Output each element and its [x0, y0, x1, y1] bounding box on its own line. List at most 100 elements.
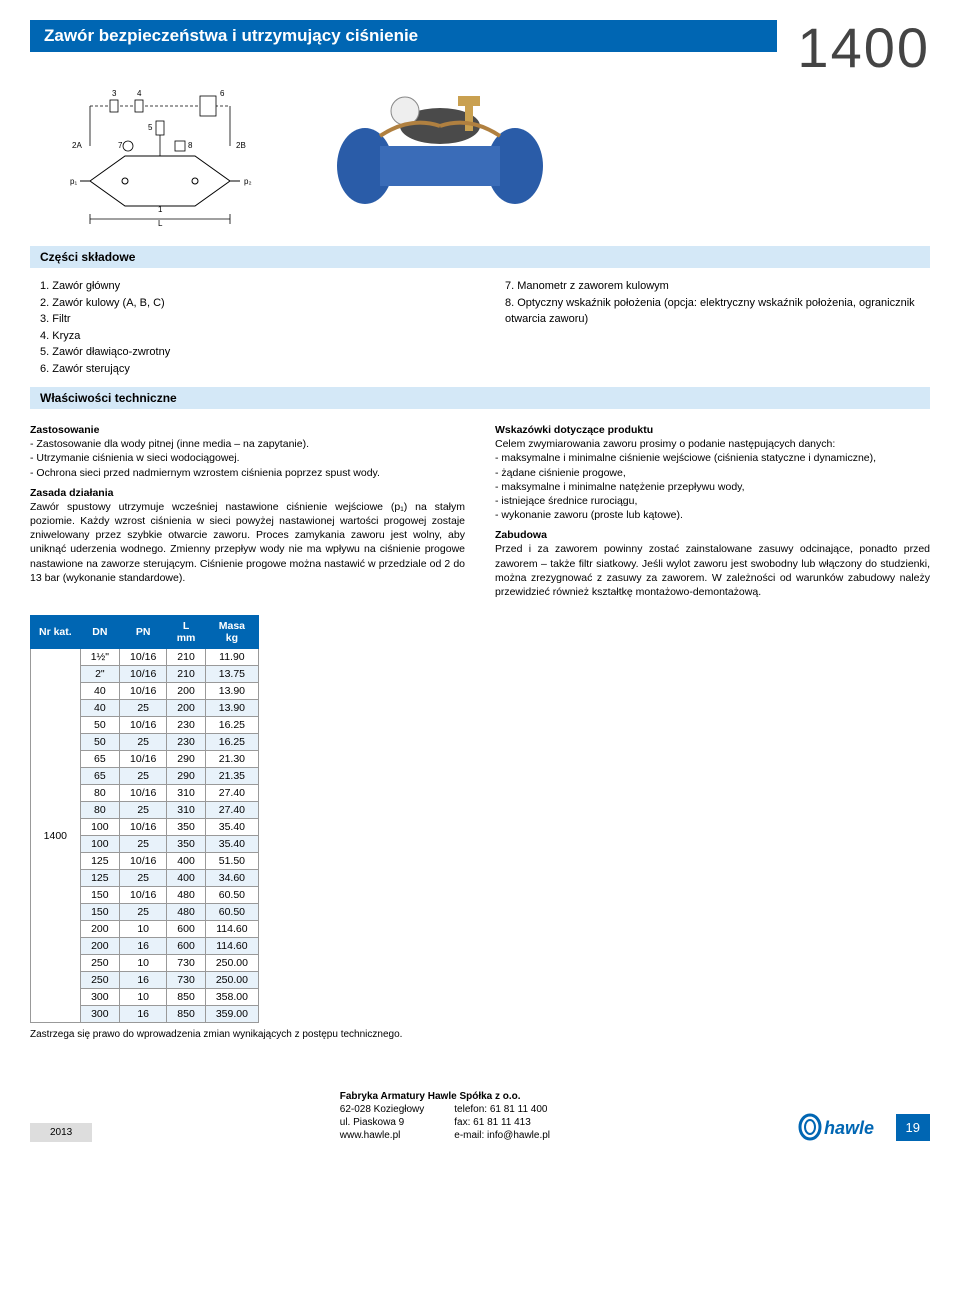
part-item: 3. Filtr — [40, 311, 465, 328]
table-cell: 850 — [167, 989, 206, 1006]
table-cell: 300 — [80, 1006, 119, 1023]
table-cell: 310 — [167, 785, 206, 802]
wskazowki-hdr: Wskazówki dotyczące produktu — [495, 424, 653, 436]
table-cell: 60.50 — [205, 887, 258, 904]
email: e-mail: info@hawle.pl — [454, 1129, 550, 1142]
table-cell: 50 — [80, 717, 119, 734]
table-header-cell: DN — [80, 616, 119, 649]
parts-header: Części składowe — [30, 246, 930, 268]
table-cell: 200 — [167, 683, 206, 700]
table-cell: 730 — [167, 972, 206, 989]
fax: fax: 61 81 11 413 — [454, 1116, 550, 1129]
tech-header: Właściwości techniczne — [30, 387, 930, 409]
table-cell: 480 — [167, 904, 206, 921]
table-cell: 10/16 — [120, 649, 167, 666]
table-cell: 350 — [167, 836, 206, 853]
table-cell: 100 — [80, 836, 119, 853]
tel: telefon: 61 81 11 400 — [454, 1103, 550, 1116]
table-cell: 480 — [167, 887, 206, 904]
table-cell: 11.90 — [205, 649, 258, 666]
product-photo — [310, 86, 570, 226]
page-number: 19 — [896, 1114, 930, 1141]
table-cell: 51.50 — [205, 853, 258, 870]
label-2A: 2A — [72, 141, 82, 150]
label-4: 4 — [137, 89, 142, 98]
wsk-b1: - maksymalne i minimalne ciśnienie wejśc… — [495, 452, 876, 464]
part-item: 6. Zawór sterujący — [40, 361, 465, 378]
hawle-logo: hawle — [798, 1112, 888, 1142]
table-cell: 359.00 — [205, 1006, 258, 1023]
table-cell: 10/16 — [120, 751, 167, 768]
label-6: 6 — [220, 89, 225, 98]
footer-year: 2013 — [30, 1123, 92, 1142]
label-L: L — [158, 219, 163, 226]
wsk-b2: - żądane ciśnienie progowe, — [495, 467, 626, 479]
footer-info: Fabryka Armatury Hawle Spółka z o.o. 62-… — [340, 1090, 550, 1142]
part-item: 2. Zawór kulowy (A, B, C) — [40, 295, 465, 312]
table-head: Nr kat.DNPNLmmMasakg — [31, 616, 259, 649]
zasada-hdr: Zasada działania — [30, 487, 113, 499]
label-2B: 2B — [236, 141, 246, 150]
table-cell: 210 — [167, 649, 206, 666]
table-cell: 300 — [80, 989, 119, 1006]
table-cell: 290 — [167, 751, 206, 768]
footnote: Zastrzega się prawo do wprowadzenia zmia… — [30, 1029, 930, 1040]
zabudowa-body: Przed i za zaworem powinny zostać zainst… — [495, 543, 930, 598]
page-title: Zawór bezpieczeństwa i utrzymujący ciśni… — [30, 20, 777, 52]
label-p1: p₁ — [70, 177, 77, 186]
table-cell: 10/16 — [120, 819, 167, 836]
company-name: Fabryka Armatury Hawle Spółka z o.o. — [340, 1090, 550, 1103]
table-cell: 65 — [80, 768, 119, 785]
table-cell: 400 — [167, 853, 206, 870]
table-cell: 25 — [120, 904, 167, 921]
table-cell: 730 — [167, 955, 206, 972]
table-cell: 310 — [167, 802, 206, 819]
table-cell: 200 — [80, 921, 119, 938]
table-cell: 10/16 — [120, 853, 167, 870]
table-cell: 35.40 — [205, 836, 258, 853]
label-8: 8 — [188, 141, 193, 150]
table-cell: 1½" — [80, 649, 119, 666]
table-cell: 150 — [80, 904, 119, 921]
table-cell: 10/16 — [120, 683, 167, 700]
table-cell: 65 — [80, 751, 119, 768]
zast-b3: - Ochrona sieci przed nadmiernym wzroste… — [30, 467, 380, 479]
table-body: 14001½"10/1621011.902"10/1621013.754010/… — [31, 649, 259, 1023]
table-cell: 27.40 — [205, 785, 258, 802]
table-cell: 80 — [80, 802, 119, 819]
zabudowa-hdr: Zabudowa — [495, 529, 547, 541]
table-cell: 10 — [120, 921, 167, 938]
wsk-b3: - maksymalne i minimalne natężenie przep… — [495, 481, 745, 493]
table-cell: 250 — [80, 955, 119, 972]
table-cell: 10/16 — [120, 666, 167, 683]
schematic-diagram: 3 4 6 5 7 8 2A 2B p₁ p₂ 1 L — [50, 86, 270, 226]
table-header-cell: Lmm — [167, 616, 206, 649]
table-header-cell: Masakg — [205, 616, 258, 649]
table-cell: 230 — [167, 734, 206, 751]
table-header-cell: Nr kat. — [31, 616, 81, 649]
figures: 3 4 6 5 7 8 2A 2B p₁ p₂ 1 L — [50, 86, 930, 226]
wsk-p1: Celem zwymiarowania zaworu prosimy o pod… — [495, 438, 835, 450]
table-cell: 400 — [167, 870, 206, 887]
table-cell: 80 — [80, 785, 119, 802]
table-cell: 100 — [80, 819, 119, 836]
table-cell: 114.60 — [205, 938, 258, 955]
table-cell: 16 — [120, 1006, 167, 1023]
table-cell: 16 — [120, 938, 167, 955]
label-p2: p₂ — [244, 177, 252, 186]
table-cell: 358.00 — [205, 989, 258, 1006]
right-text: Wskazówki dotyczące produktu Celem zwymi… — [495, 423, 930, 605]
table-cell: 125 — [80, 870, 119, 887]
table-cell: 600 — [167, 938, 206, 955]
zasada-body: Zawór spustowy utrzymuje wcześniej nasta… — [30, 501, 465, 584]
parts-right: 7. Manometr z zaworem kulowym8. Optyczny… — [495, 278, 930, 377]
addr3: www.hawle.pl — [340, 1129, 425, 1142]
table-cell: 250 — [80, 972, 119, 989]
table-cell: 25 — [120, 768, 167, 785]
nrkat-cell: 1400 — [31, 649, 81, 1023]
addr2: ul. Piaskowa 9 — [340, 1116, 425, 1129]
table-cell: 200 — [80, 938, 119, 955]
table-cell: 40 — [80, 700, 119, 717]
table-cell: 150 — [80, 887, 119, 904]
part-item: 4. Kryza — [40, 328, 465, 345]
